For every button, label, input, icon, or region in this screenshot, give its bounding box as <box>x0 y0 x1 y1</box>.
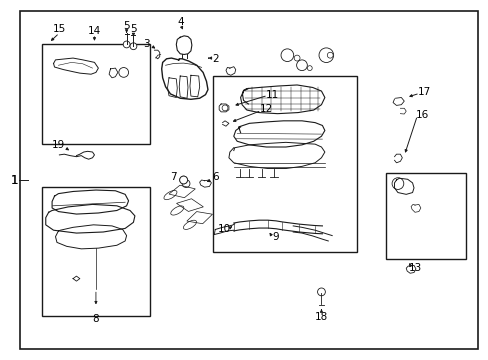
Bar <box>385 173 465 259</box>
Text: 19: 19 <box>52 140 65 150</box>
Text: 1: 1 <box>11 174 18 186</box>
Text: 15: 15 <box>53 24 66 35</box>
Circle shape <box>307 66 311 71</box>
Text: 11: 11 <box>265 90 279 100</box>
Circle shape <box>222 105 227 111</box>
Text: 9: 9 <box>272 232 279 242</box>
Circle shape <box>180 176 187 184</box>
Bar <box>42 44 149 144</box>
Circle shape <box>180 176 187 184</box>
Circle shape <box>281 49 293 62</box>
Circle shape <box>296 60 307 71</box>
Text: 8: 8 <box>92 314 99 324</box>
Text: 16: 16 <box>415 110 428 120</box>
Text: 7: 7 <box>170 172 177 182</box>
Bar <box>42 187 149 316</box>
Circle shape <box>182 180 189 188</box>
Circle shape <box>130 43 137 50</box>
Circle shape <box>317 288 325 296</box>
Circle shape <box>318 48 333 63</box>
Text: 1: 1 <box>11 174 18 186</box>
Circle shape <box>123 41 130 48</box>
Circle shape <box>294 55 300 61</box>
Text: 17: 17 <box>417 87 430 97</box>
Text: 3: 3 <box>142 40 149 49</box>
Bar <box>212 76 356 252</box>
Text: 14: 14 <box>88 26 101 36</box>
Text: 2: 2 <box>211 54 218 64</box>
Text: 5: 5 <box>123 21 130 31</box>
Text: 5: 5 <box>130 24 137 35</box>
Text: 12: 12 <box>259 104 272 114</box>
Circle shape <box>391 178 403 189</box>
Circle shape <box>326 52 332 58</box>
Text: 18: 18 <box>314 312 327 322</box>
Text: 13: 13 <box>407 263 421 273</box>
Text: 4: 4 <box>178 17 184 27</box>
Text: 6: 6 <box>211 172 218 182</box>
Text: 10: 10 <box>217 225 230 234</box>
Circle shape <box>119 68 128 77</box>
